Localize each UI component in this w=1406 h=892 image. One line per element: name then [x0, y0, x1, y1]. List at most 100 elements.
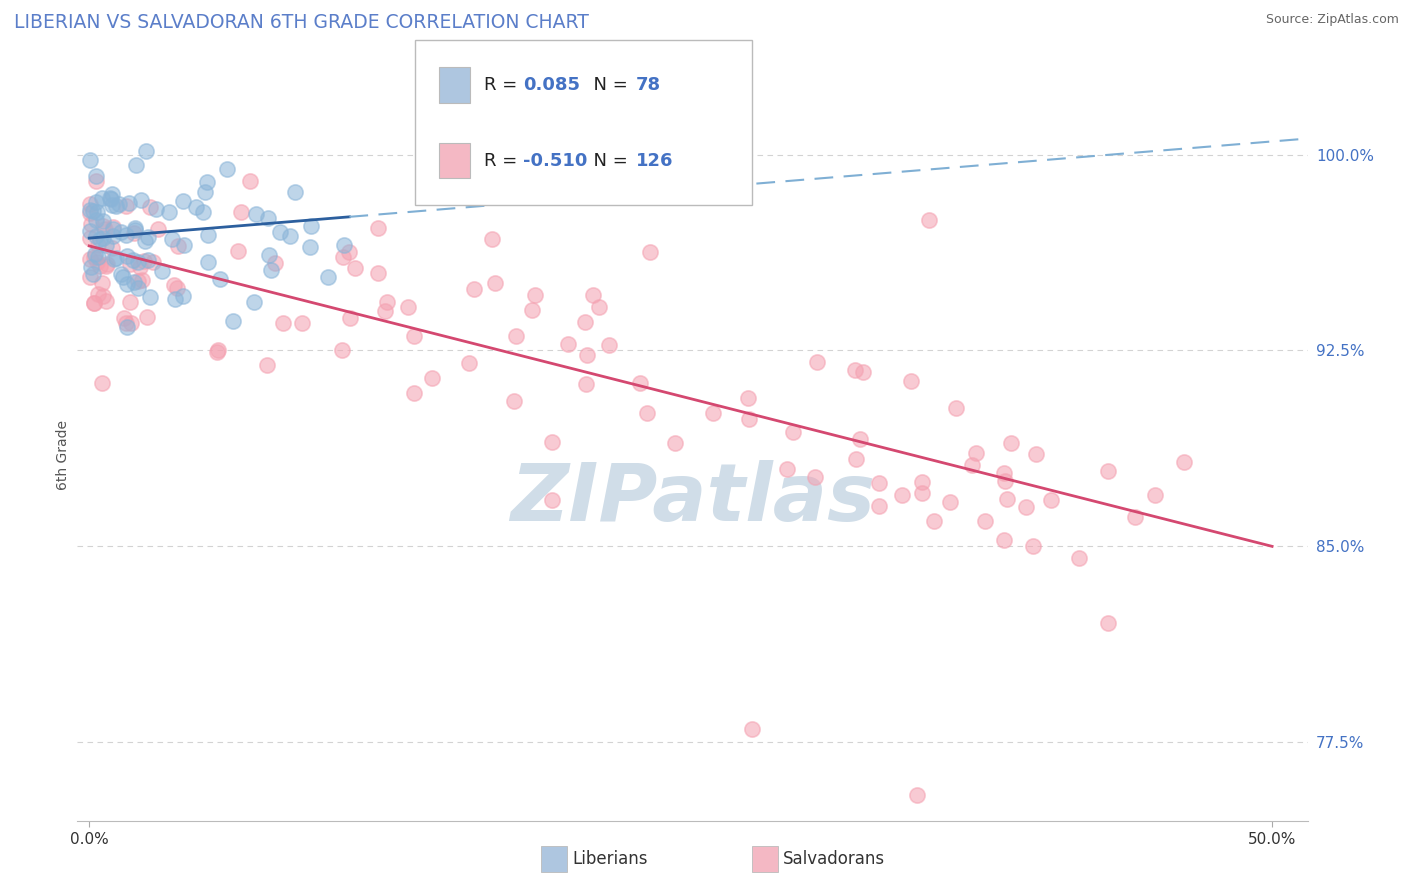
- Text: R =: R =: [484, 76, 523, 94]
- Point: [91, 213, 114, 227]
- Point: [636, 407, 658, 421]
- Point: [80, 260, 103, 275]
- Point: [100, 198, 122, 212]
- Point: [79, 231, 101, 245]
- Text: Salvadorans: Salvadorans: [783, 850, 886, 868]
- Point: [86, 174, 108, 188]
- Point: [557, 336, 579, 351]
- Point: [332, 343, 354, 357]
- Point: [420, 371, 443, 385]
- Point: [79, 252, 101, 266]
- Point: [129, 260, 152, 274]
- Point: [91, 376, 114, 390]
- Point: [135, 310, 157, 325]
- Point: [260, 263, 283, 277]
- Point: [118, 257, 141, 271]
- Point: [457, 355, 479, 369]
- Point: [291, 316, 314, 330]
- Point: [339, 311, 361, 326]
- Point: [84, 213, 107, 227]
- Point: [222, 314, 245, 328]
- Point: [94, 238, 117, 252]
- Point: [172, 194, 194, 208]
- Point: [82, 268, 104, 282]
- Point: [1123, 510, 1146, 524]
- Point: [122, 275, 145, 289]
- Point: [173, 238, 195, 252]
- Point: [918, 212, 941, 227]
- Point: [1025, 447, 1047, 461]
- Point: [582, 288, 605, 302]
- Text: 126: 126: [636, 152, 673, 169]
- Point: [844, 363, 866, 377]
- Point: [993, 466, 1015, 480]
- Point: [166, 239, 188, 253]
- Point: [122, 252, 145, 267]
- Point: [101, 219, 124, 234]
- Point: [239, 174, 262, 188]
- Point: [112, 311, 135, 326]
- Point: [945, 401, 967, 416]
- Point: [132, 254, 155, 268]
- Point: [278, 229, 301, 244]
- Point: [96, 257, 118, 271]
- Point: [136, 253, 159, 268]
- Point: [195, 176, 218, 190]
- Point: [404, 385, 426, 400]
- Point: [80, 218, 103, 232]
- Point: [782, 425, 804, 440]
- Point: [121, 316, 143, 330]
- Point: [905, 788, 928, 802]
- Point: [284, 185, 307, 199]
- Point: [845, 452, 868, 467]
- Point: [91, 231, 114, 245]
- Point: [96, 294, 118, 309]
- Point: [197, 227, 219, 242]
- Text: R =: R =: [484, 152, 523, 169]
- Point: [79, 205, 101, 219]
- Point: [1173, 455, 1195, 469]
- Point: [574, 314, 596, 328]
- Point: [122, 226, 145, 240]
- Point: [100, 187, 122, 202]
- Point: [910, 475, 932, 490]
- Point: [664, 436, 686, 450]
- Point: [264, 256, 287, 270]
- Point: [332, 250, 354, 264]
- Point: [344, 261, 367, 276]
- Point: [129, 193, 152, 207]
- Text: Source: ZipAtlas.com: Source: ZipAtlas.com: [1265, 13, 1399, 27]
- Point: [111, 269, 134, 284]
- Point: [301, 219, 323, 233]
- Point: [197, 255, 219, 269]
- Point: [139, 200, 162, 214]
- Point: [136, 230, 159, 244]
- Point: [1021, 539, 1043, 553]
- Point: [463, 282, 485, 296]
- Point: [79, 197, 101, 211]
- Point: [134, 234, 156, 248]
- Point: [588, 301, 610, 315]
- Point: [118, 196, 141, 211]
- Point: [124, 223, 146, 237]
- Point: [100, 192, 122, 206]
- Text: N =: N =: [582, 152, 634, 169]
- Point: [524, 288, 547, 302]
- Point: [165, 293, 187, 307]
- Point: [1000, 436, 1022, 450]
- Point: [79, 153, 101, 167]
- Point: [257, 248, 280, 262]
- Point: [1067, 550, 1090, 565]
- Point: [256, 358, 278, 372]
- Text: LIBERIAN VS SALVADORAN 6TH GRADE CORRELATION CHART: LIBERIAN VS SALVADORAN 6TH GRADE CORRELA…: [14, 13, 589, 32]
- Point: [193, 185, 215, 199]
- Point: [115, 199, 138, 213]
- Point: [776, 462, 799, 476]
- Point: [115, 316, 138, 330]
- Point: [115, 320, 138, 334]
- Point: [114, 227, 136, 242]
- Point: [993, 533, 1015, 547]
- Point: [84, 169, 107, 183]
- Point: [375, 294, 398, 309]
- Text: 78: 78: [636, 76, 661, 94]
